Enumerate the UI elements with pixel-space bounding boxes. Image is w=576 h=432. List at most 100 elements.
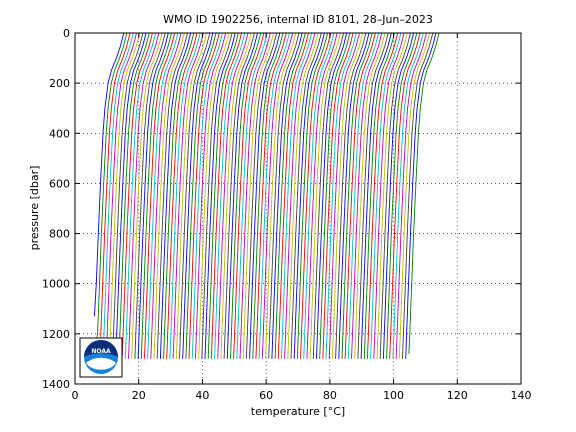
profile-line	[395, 33, 427, 359]
x-tick-label: 140	[511, 389, 532, 402]
profile-line	[319, 33, 351, 359]
x-tick-label: 120	[447, 389, 468, 402]
plot-frame	[74, 32, 522, 385]
profile-line	[172, 33, 204, 359]
noaa-logo: NOAA	[79, 337, 123, 378]
grid-lines	[75, 33, 521, 384]
profile-line	[121, 33, 153, 359]
profile-line	[296, 33, 329, 359]
profile-line	[236, 33, 268, 359]
profile-line	[204, 33, 236, 359]
y-axis-label: pressure [dbar]	[28, 166, 41, 251]
profile-line	[252, 33, 284, 359]
profile-line	[249, 33, 281, 359]
profile-line	[226, 33, 258, 359]
profile-line	[214, 33, 246, 359]
profile-line	[140, 33, 172, 359]
profile-line	[300, 33, 332, 359]
logo-upper-half	[84, 340, 118, 357]
profile-line	[179, 33, 211, 359]
profile-line	[150, 33, 182, 359]
profile-line	[169, 33, 201, 359]
profile-line	[153, 33, 185, 359]
profile-line	[112, 33, 144, 359]
profile-line	[373, 33, 405, 359]
profile-line	[182, 33, 214, 359]
profile-line	[284, 33, 316, 359]
y-tick-label: 1000	[42, 278, 70, 291]
profile-line	[105, 33, 137, 359]
profile-line	[220, 33, 252, 359]
profile-line	[163, 33, 195, 359]
chart-title: WMO ID 1902256, internal ID 8101, 28–Jun…	[163, 13, 433, 26]
y-tick-label: 200	[49, 77, 70, 90]
profile-line	[194, 33, 227, 359]
profile-line	[265, 33, 297, 359]
profile-line	[376, 33, 408, 359]
profile-line	[242, 33, 274, 359]
profile-line	[287, 33, 319, 359]
profile-line	[354, 33, 386, 359]
profile-line	[331, 33, 364, 359]
profile-line	[156, 33, 188, 359]
profile-line	[268, 33, 300, 359]
profile-line	[408, 33, 440, 354]
profile-line	[188, 33, 220, 359]
profile-line	[306, 33, 338, 359]
profile-line	[128, 33, 160, 359]
profile-line	[118, 33, 150, 359]
profile-line	[274, 33, 306, 359]
profile-line	[328, 33, 360, 359]
profile-line	[115, 33, 147, 359]
profile-line	[389, 33, 421, 359]
profile-line	[316, 33, 348, 359]
profile-line	[124, 33, 157, 359]
profile-line	[166, 33, 198, 359]
profile-line	[386, 33, 418, 359]
profile-line	[131, 33, 163, 359]
profile-line	[398, 33, 431, 359]
profile-line	[271, 33, 303, 359]
x-axis-label: temperature [°C]	[251, 405, 345, 418]
profile-line	[280, 33, 313, 359]
x-axis: 0 20 40 60 80 100 120 140	[72, 33, 532, 402]
profile-line	[277, 33, 309, 359]
y-tick-label: 400	[49, 127, 70, 140]
x-tick-label: 20	[132, 389, 146, 402]
profile-line	[255, 33, 287, 359]
profile-line	[366, 33, 399, 359]
profile-line	[363, 33, 395, 359]
y-tick-label: 0	[63, 27, 70, 40]
profile-line	[198, 33, 230, 359]
profile-line	[185, 33, 217, 359]
profile-line	[335, 33, 367, 359]
profile-line	[217, 33, 249, 359]
profile-line	[207, 33, 239, 359]
profile-line	[261, 33, 294, 359]
profile-line	[405, 33, 437, 359]
profile-line	[210, 33, 243, 359]
profile-line	[309, 33, 341, 359]
profile-line	[223, 33, 255, 359]
profile-line	[143, 33, 176, 359]
profile-line	[102, 33, 134, 359]
profile-line	[370, 33, 402, 359]
profile-line	[357, 33, 389, 359]
profile-line	[230, 33, 262, 359]
profile-line	[191, 33, 223, 359]
profile-line	[96, 33, 128, 339]
profile-line	[239, 33, 271, 359]
profile-line	[233, 33, 265, 359]
profiles	[93, 33, 440, 359]
profile-line	[351, 33, 383, 359]
profile-line	[258, 33, 290, 359]
profile-line	[303, 33, 335, 359]
profile-line	[293, 33, 325, 359]
profile-line	[341, 33, 373, 359]
profile-line	[93, 33, 125, 317]
x-tick-label: 60	[259, 389, 273, 402]
logo-gull-wave	[86, 357, 116, 370]
profile-line	[379, 33, 411, 359]
y-tick-label: 1200	[42, 328, 70, 341]
